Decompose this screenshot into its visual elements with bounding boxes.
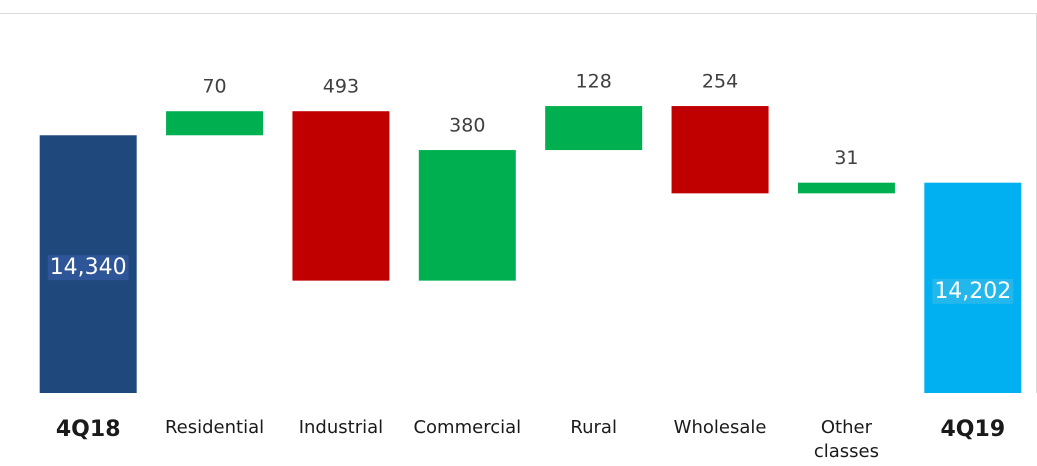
- value-label: 380: [449, 115, 485, 137]
- delta-bar: [166, 111, 264, 136]
- value-label: 128: [576, 71, 612, 93]
- x-tick-label: Wholesale: [673, 417, 767, 438]
- x-tick-label: Rural: [570, 417, 617, 438]
- x-tick-label: 4Q18: [55, 417, 121, 442]
- x-tick-label: Residential: [164, 417, 265, 438]
- x-tick-label: Other classes: [813, 417, 879, 462]
- value-label: 70: [202, 76, 226, 98]
- chart-frame: [0, 13, 1037, 393]
- delta-bar: [292, 111, 390, 281]
- delta-bar: [797, 182, 895, 194]
- value-label: 493: [323, 76, 359, 98]
- total-label: 14,202: [934, 279, 1011, 304]
- value-label: 254: [702, 71, 738, 93]
- delta-bar: [418, 150, 516, 281]
- x-tick-label: 4Q19: [940, 417, 1006, 442]
- value-label: 31: [834, 147, 858, 169]
- total-label-bg: [47, 255, 129, 281]
- delta-bar: [545, 106, 643, 151]
- total-label: 14,340: [50, 255, 127, 280]
- delta-bar: [671, 106, 769, 194]
- x-tick-label: Commercial: [413, 417, 522, 438]
- x-tick-label: Industrial: [298, 417, 384, 438]
- total-label-bg: [932, 278, 1014, 304]
